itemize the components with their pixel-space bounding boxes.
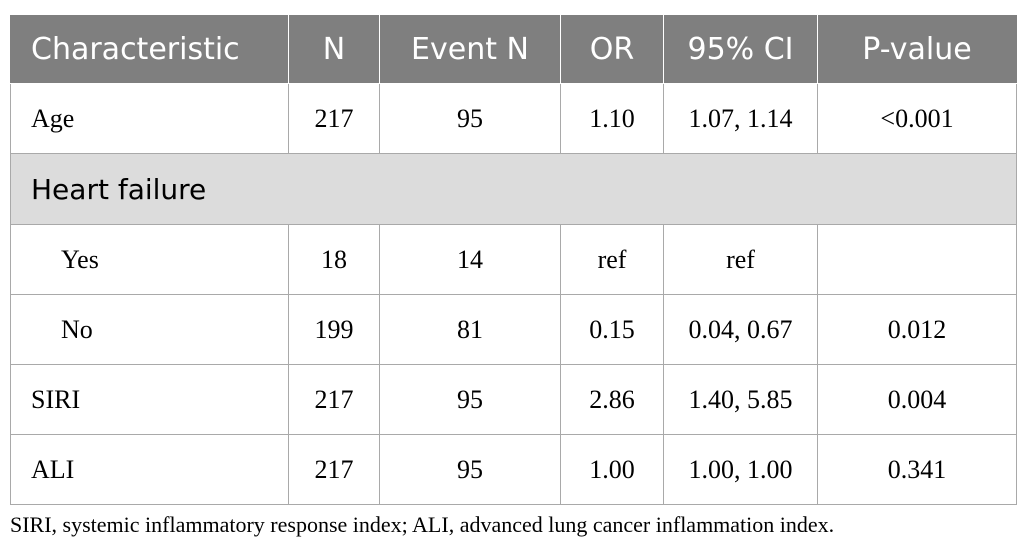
cell-p-value: 0.004 [817,364,1017,435]
header-p-value: P-value [817,15,1017,84]
cell-or: ref [560,224,664,295]
cell-ci: 1.07, 1.14 [663,83,818,154]
cell-p-value: <0.001 [817,83,1017,154]
cell-event-n: 95 [379,434,561,505]
results-table-container: Characteristic N Event N OR 95% CI P-val… [10,15,1017,505]
cell-p-value [817,224,1017,295]
table-row: SIRI 217 95 2.86 1.40, 5.85 0.004 [10,364,1017,435]
cell-or: 0.15 [560,294,664,365]
table-row: No 199 81 0.15 0.04, 0.67 0.012 [10,294,1017,365]
cell-p-value: 0.012 [817,294,1017,365]
header-row: Characteristic N Event N OR 95% CI P-val… [10,15,1017,84]
cell-n: 217 [288,83,380,154]
header-ci: 95% CI [663,15,818,84]
cell-ci: ref [663,224,818,295]
header-or: OR [560,15,664,84]
cell-n: 18 [288,224,380,295]
cell-event-n: 95 [379,364,561,435]
cell-event-n: 14 [379,224,561,295]
row-label: ALI [10,434,289,505]
cell-or: 2.86 [560,364,664,435]
cell-or: 1.10 [560,83,664,154]
cell-n: 217 [288,434,380,505]
cell-p-value: 0.341 [817,434,1017,505]
cell-event-n: 95 [379,83,561,154]
cell-ci: 1.40, 5.85 [663,364,818,435]
group-row: Heart failure [10,153,1017,225]
header-characteristic: Characteristic [10,15,289,84]
table-footnote: SIRI, systemic inflammatory response ind… [10,512,835,537]
header-n: N [288,15,380,84]
cell-n: 217 [288,364,380,435]
row-label: SIRI [10,364,289,435]
group-label: Heart failure [10,153,1017,225]
cell-ci: 1.00, 1.00 [663,434,818,505]
cell-n: 199 [288,294,380,365]
table-row: ALI 217 95 1.00 1.00, 1.00 0.341 [10,434,1017,505]
cell-event-n: 81 [379,294,561,365]
row-label: Yes [10,224,289,295]
results-table: Characteristic N Event N OR 95% CI P-val… [10,15,1017,505]
row-label: Age [10,83,289,154]
row-label: No [10,294,289,365]
table-row: Age 217 95 1.10 1.07, 1.14 <0.001 [10,83,1017,154]
cell-or: 1.00 [560,434,664,505]
header-event-n: Event N [379,15,561,84]
table-row: Yes 18 14 ref ref [10,224,1017,295]
cell-ci: 0.04, 0.67 [663,294,818,365]
